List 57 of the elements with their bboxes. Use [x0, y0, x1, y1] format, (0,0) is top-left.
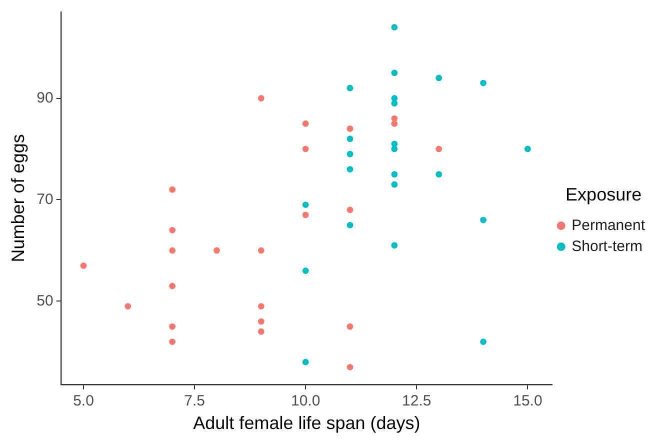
point	[169, 247, 176, 254]
point	[258, 303, 264, 310]
x-tick-label: 15.0	[513, 392, 542, 410]
point	[302, 268, 309, 274]
point	[169, 323, 176, 330]
point	[346, 166, 354, 172]
legend-title: Exposure	[566, 184, 642, 205]
legend-label: Permanent	[572, 216, 646, 234]
point	[391, 120, 398, 127]
point	[302, 146, 309, 152]
point	[346, 125, 354, 132]
point	[436, 74, 442, 82]
point	[346, 364, 354, 370]
point	[302, 212, 309, 218]
x-tick-label: 7.5	[184, 392, 205, 410]
point	[214, 247, 220, 254]
point	[391, 24, 398, 30]
point	[436, 171, 442, 178]
point	[124, 303, 132, 310]
point	[258, 95, 264, 102]
point	[169, 338, 176, 345]
point	[391, 70, 398, 76]
point	[258, 247, 264, 254]
point	[346, 222, 354, 228]
point	[302, 202, 309, 208]
y-tick-label: 70	[36, 190, 54, 208]
x-tick-label: 12.5	[402, 392, 432, 410]
point	[258, 328, 264, 335]
point	[258, 318, 264, 325]
y-tick-label: 50	[36, 292, 54, 310]
point	[346, 150, 354, 158]
point	[391, 100, 398, 107]
point	[480, 216, 486, 224]
legend-label: Short-term	[572, 238, 642, 255]
point	[169, 282, 176, 290]
point	[524, 146, 531, 152]
y-axis-title: Number of eggs	[8, 134, 28, 262]
x-axis-title: Adult female life span (days)	[193, 413, 420, 434]
point	[80, 262, 87, 269]
point	[346, 136, 354, 142]
point	[391, 181, 398, 188]
point	[480, 338, 486, 345]
point	[436, 146, 442, 152]
x-tick-label: 5.0	[73, 392, 94, 410]
point	[169, 186, 176, 193]
point	[346, 84, 354, 92]
point	[302, 120, 309, 127]
point	[391, 171, 398, 178]
y-tick-label: 90	[36, 89, 54, 106]
point	[391, 242, 398, 249]
point	[302, 358, 309, 366]
x-tick-label: 10.0	[290, 392, 320, 410]
point	[346, 323, 354, 330]
point	[391, 146, 398, 152]
point	[480, 80, 486, 86]
point	[346, 206, 354, 214]
point	[169, 226, 176, 234]
